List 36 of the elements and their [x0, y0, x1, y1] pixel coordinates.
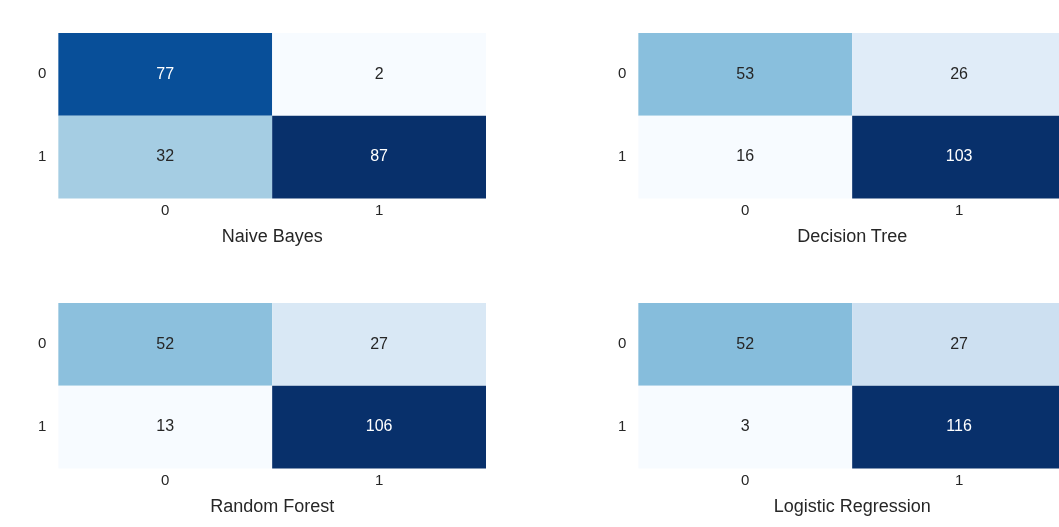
y-tick-label: 1 — [618, 417, 627, 435]
y-tick-label: 1 — [38, 147, 47, 165]
x-tick-label: 0 — [161, 200, 170, 218]
x-tick-label: 1 — [954, 470, 964, 488]
data-label: 77 — [156, 64, 175, 82]
data-label: 103 — [945, 147, 973, 165]
data-label: 26 — [950, 64, 969, 82]
data-label: 52 — [736, 334, 755, 352]
y-tick-label: 0 — [618, 64, 627, 82]
y-tick-label: 0 — [38, 334, 47, 352]
x-axis-title: Logistic Regression — [773, 496, 931, 517]
y-tick-label: 1 — [38, 417, 47, 435]
data-label: 13 — [156, 417, 175, 435]
data-label: 116 — [946, 417, 972, 435]
x-tick-label: 1 — [374, 470, 384, 488]
data-label: 53 — [736, 64, 755, 82]
y-tick-label: 0 — [38, 64, 47, 82]
x-tick-label: 0 — [741, 200, 750, 218]
data-label: 52 — [156, 334, 175, 352]
x-axis-title: Decision Tree — [797, 226, 908, 247]
data-label: 87 — [370, 147, 389, 165]
x-tick-label: 1 — [374, 200, 384, 218]
y-tick-label: 1 — [618, 147, 627, 165]
x-tick-label: 0 — [161, 470, 170, 488]
data-label: 32 — [156, 147, 175, 165]
x-tick-label: 0 — [741, 470, 750, 488]
data-label: 3 — [740, 417, 750, 435]
x-axis-title: Naive Bayes — [221, 226, 323, 247]
y-tick-label: 0 — [618, 334, 627, 352]
x-axis-title: Random Forest — [210, 496, 335, 517]
x-tick-label: 1 — [954, 200, 964, 218]
data-label: 27 — [370, 334, 389, 352]
data-label: 16 — [736, 147, 755, 165]
data-label: 106 — [365, 417, 393, 435]
data-label: 27 — [950, 334, 969, 352]
data-label: 2 — [374, 64, 384, 82]
